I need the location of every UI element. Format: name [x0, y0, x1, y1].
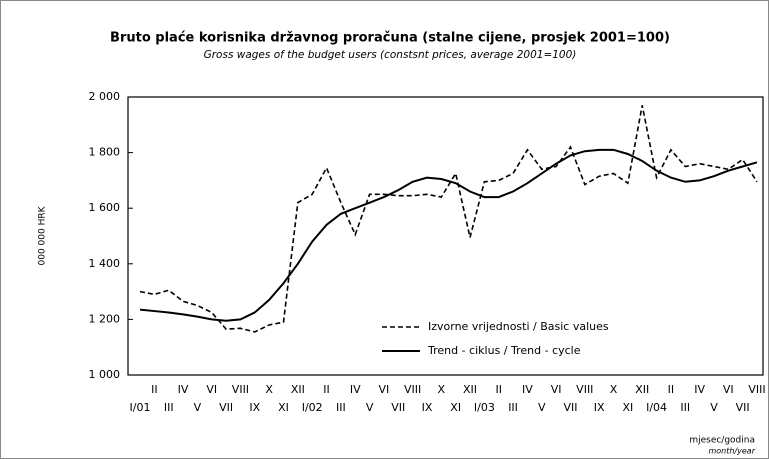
- x-tick-label: VII: [391, 401, 405, 414]
- x-tick-label: IV: [694, 383, 705, 396]
- x-tick-label: IX: [422, 401, 433, 414]
- x-tick-label: X: [610, 383, 618, 396]
- x-tick-label: I/03: [474, 401, 495, 414]
- legend-label: Izvorne vrijednosti / Basic values: [428, 320, 609, 333]
- x-tick-label: I/01: [130, 401, 151, 414]
- x-tick-label: III: [336, 401, 346, 414]
- x-tick-label: I/04: [646, 401, 667, 414]
- x-tick-label: VI: [551, 383, 562, 396]
- y-tick-label: 2 000: [89, 90, 121, 103]
- x-tick-label: IV: [178, 383, 189, 396]
- x-tick-label: XII: [635, 383, 649, 396]
- x-tick-label: II: [323, 383, 330, 396]
- plot-area: [127, 96, 764, 376]
- y-axis-label: 000 000 HRK: [38, 205, 48, 265]
- x-tick-label: VII: [219, 401, 233, 414]
- x-tick-label: XII: [463, 383, 477, 396]
- x-tick-label: X: [438, 383, 446, 396]
- x-tick-label: VI: [206, 383, 217, 396]
- legend-label: Trend - ciklus / Trend - cycle: [427, 344, 581, 357]
- x-tick-label: VIII: [404, 383, 421, 396]
- x-tick-label: V: [538, 401, 546, 414]
- y-tick-label: 1 000: [89, 368, 121, 381]
- x-tick-label: II: [151, 383, 158, 396]
- x-axis-label: mjesec/godina: [689, 436, 755, 446]
- x-tick-label: V: [366, 401, 374, 414]
- x-tick-label: XII: [291, 383, 305, 396]
- x-tick-label: IX: [249, 401, 260, 414]
- chart-title: Bruto plaće korisnika državnog proračuna…: [110, 31, 670, 46]
- x-tick-label: VIII: [748, 383, 765, 396]
- x-tick-label: X: [265, 383, 273, 396]
- x-tick-label: IV: [350, 383, 361, 396]
- x-tick-label: XI: [278, 401, 289, 414]
- x-tick-label: V: [194, 401, 202, 414]
- x-axis-label-en: month/year: [708, 447, 755, 456]
- x-tick-label: XI: [622, 401, 633, 414]
- y-tick-label: 1 800: [89, 146, 121, 159]
- x-tick-label: VIII: [576, 383, 593, 396]
- x-tick-label: XI: [450, 401, 461, 414]
- x-tick-label: III: [680, 401, 690, 414]
- chart-subtitle: Gross wages of the budget users (constsn…: [204, 49, 577, 61]
- x-tick-label: VI: [379, 383, 390, 396]
- x-tick-label: VII: [563, 401, 577, 414]
- x-tick-label: III: [508, 401, 518, 414]
- y-tick-label: 1 600: [89, 201, 121, 214]
- y-tick-label: 1 400: [89, 257, 121, 270]
- x-tick-label: V: [710, 401, 718, 414]
- x-tick-label: II: [495, 383, 502, 396]
- x-tick-label: IX: [594, 401, 605, 414]
- x-tick-label: I/02: [302, 401, 323, 414]
- x-tick-label: III: [164, 401, 174, 414]
- series-line: [139, 105, 758, 333]
- series-line: [139, 148, 758, 322]
- x-tick-label: II: [668, 383, 675, 396]
- x-tick-label: IV: [522, 383, 533, 396]
- x-tick-label: VIII: [232, 383, 249, 396]
- x-tick-label: VII: [736, 401, 750, 414]
- y-tick-label: 1 200: [89, 312, 121, 325]
- x-tick-label: VI: [723, 383, 734, 396]
